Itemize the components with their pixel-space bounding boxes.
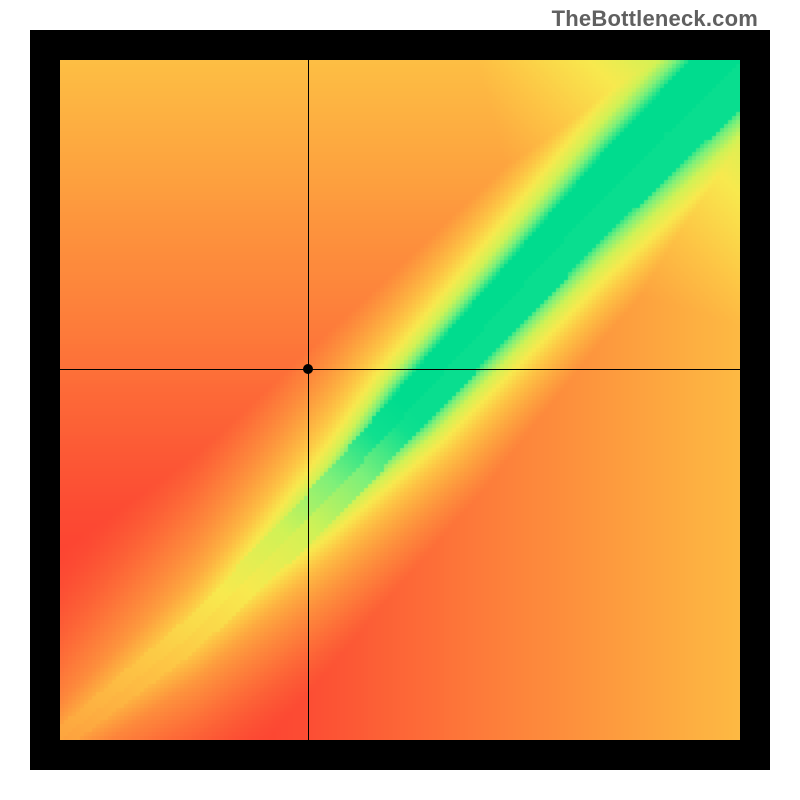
crosshair-horizontal [60, 369, 740, 370]
heatmap-canvas [60, 60, 740, 740]
chart-container: TheBottleneck.com [0, 0, 800, 800]
plot-frame [30, 30, 770, 770]
data-point-marker [303, 364, 313, 374]
crosshair-vertical [308, 60, 309, 740]
plot-area [60, 60, 740, 740]
watermark-text: TheBottleneck.com [552, 6, 758, 32]
